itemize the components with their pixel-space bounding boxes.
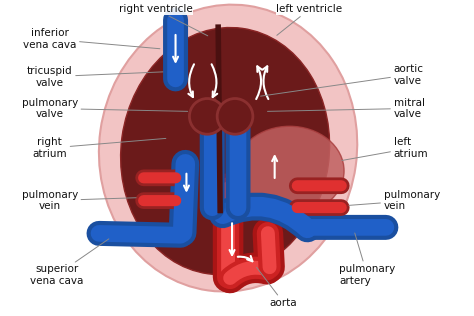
Text: tricuspid
valve: tricuspid valve <box>27 66 163 88</box>
Text: left
atrium: left atrium <box>342 137 428 161</box>
Text: pulmonary
artery: pulmonary artery <box>339 233 395 286</box>
Ellipse shape <box>190 99 225 134</box>
Text: inferior
vena cava: inferior vena cava <box>23 28 160 50</box>
Text: left ventricle: left ventricle <box>276 4 342 35</box>
Text: right
atrium: right atrium <box>32 137 166 159</box>
Ellipse shape <box>235 126 344 216</box>
Ellipse shape <box>217 99 253 134</box>
Text: aorta: aorta <box>256 267 297 308</box>
Ellipse shape <box>120 27 329 275</box>
Ellipse shape <box>99 5 357 292</box>
Text: pulmonary
valve: pulmonary valve <box>21 98 188 119</box>
Text: right ventricle: right ventricle <box>119 4 208 36</box>
Text: mitral
valve: mitral valve <box>267 98 425 119</box>
Text: pulmonary
vein: pulmonary vein <box>21 190 136 211</box>
Text: superior
vena cava: superior vena cava <box>30 239 109 286</box>
Text: pulmonary
vein: pulmonary vein <box>349 190 440 211</box>
Text: aortic
valve: aortic valve <box>261 64 424 96</box>
